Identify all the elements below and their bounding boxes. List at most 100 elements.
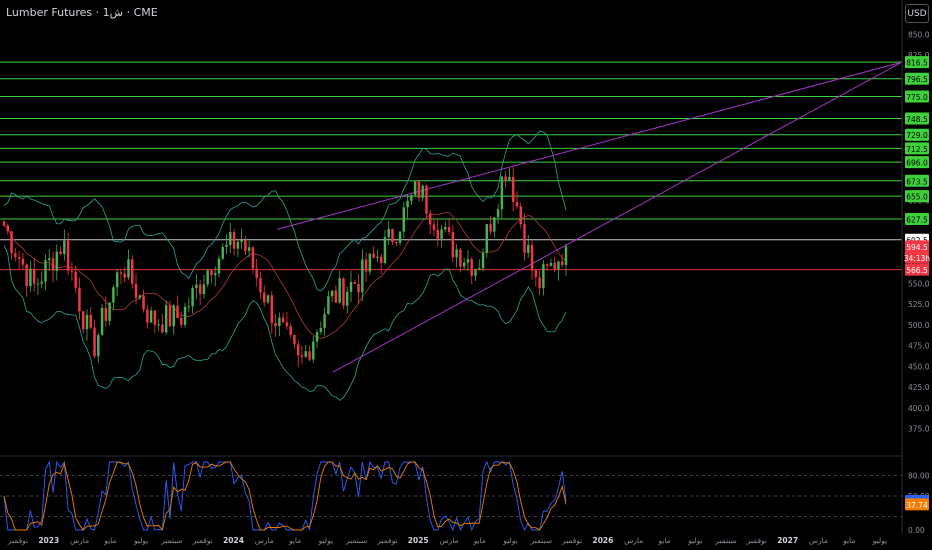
level-label-bg: [905, 212, 929, 225]
candle-body: [436, 230, 439, 239]
candle-body: [176, 305, 179, 318]
candle-body: [14, 253, 17, 258]
candle-body: [444, 227, 447, 230]
level-label: 627.5: [906, 215, 928, 224]
candle-body: [296, 344, 300, 356]
stoch-k-line: [3, 460, 567, 532]
candle-body: [466, 259, 470, 263]
candle-body: [138, 295, 142, 298]
candle-body: [338, 278, 341, 303]
level-label-bg: [905, 90, 929, 103]
candle-body: [32, 268, 36, 284]
candle-body: [108, 302, 111, 321]
candle-body: [168, 305, 172, 327]
time-label: نوفمبر: [192, 536, 213, 545]
candle-body: [229, 231, 232, 245]
candle-body: [493, 217, 496, 232]
time-label: مارس: [439, 536, 458, 545]
candle-body: [470, 259, 473, 276]
candle-body: [285, 322, 289, 327]
candle-body: [387, 228, 390, 238]
price-tick-label: 450.0: [908, 362, 930, 371]
level-label: 655.0: [906, 193, 928, 202]
candle-body: [104, 307, 108, 321]
candle-body: [134, 283, 138, 298]
price-tick-label: 375.0: [908, 425, 930, 434]
candle-body: [2, 221, 6, 226]
level-label-bg: [905, 142, 929, 155]
candle-body: [349, 282, 353, 292]
candle-body: [255, 268, 258, 278]
time-label: يوليو: [687, 536, 702, 545]
candle-body: [127, 259, 130, 278]
level-label: 816.5: [906, 59, 928, 68]
candle-body: [361, 259, 364, 293]
level-label-bg: [905, 112, 929, 125]
candle-body: [274, 322, 277, 326]
candle-body: [270, 295, 274, 323]
candle-body: [161, 324, 164, 333]
candle-body: [85, 314, 89, 330]
candle-body: [413, 181, 417, 196]
candle-body: [40, 281, 43, 284]
time-label: نوفمبر: [376, 536, 397, 545]
stoch-d-line: [3, 461, 567, 531]
candle-body: [553, 262, 556, 270]
candle-body: [379, 256, 383, 263]
candle-body: [6, 225, 9, 232]
stoch-d-label: 37.74: [906, 501, 928, 510]
chart-title: Lumber Futures · 1ش · CME: [6, 6, 158, 19]
candle-body: [195, 284, 198, 289]
countdown-label-bg: [905, 251, 929, 264]
candle-body: [421, 185, 424, 198]
candle-body: [319, 328, 323, 333]
price-tick-label: 550.0: [908, 279, 930, 288]
candle-body: [330, 290, 334, 297]
stoch-d-label-bg: [905, 498, 929, 511]
candle-body: [519, 206, 522, 225]
time-label: سبتمبر: [345, 536, 368, 545]
candle-body: [266, 295, 270, 303]
candle-body: [293, 334, 296, 345]
time-label: يوليو: [318, 536, 333, 545]
candle-body: [180, 317, 183, 325]
candle-body: [346, 291, 349, 306]
red-level-label: 566.5: [906, 266, 928, 275]
candle-body: [462, 262, 466, 267]
candle-body: [221, 246, 224, 259]
candle-body: [213, 273, 217, 276]
candle-body: [538, 277, 541, 289]
candle-body: [368, 253, 372, 272]
time-label: يوليو: [872, 536, 887, 545]
osc-tick-label: 0.00: [908, 526, 925, 535]
last-price-label: 594.5: [906, 243, 928, 252]
candle-body: [451, 232, 455, 258]
candle-body: [530, 245, 534, 271]
candle-body: [17, 257, 21, 259]
currency-button[interactable]: USD: [905, 4, 929, 23]
time-label: مارس: [809, 536, 828, 545]
candle-body: [149, 310, 153, 323]
candle-body: [97, 335, 100, 357]
candle-body: [564, 246, 568, 265]
countdown-label: 34:13h: [904, 254, 931, 263]
candle-body: [440, 229, 443, 239]
candle-body: [247, 247, 251, 251]
candle-body: [70, 270, 74, 272]
candle-body: [500, 176, 504, 210]
candle-body: [225, 244, 228, 247]
time-label: مايو: [473, 536, 486, 545]
candle-body: [523, 224, 526, 253]
level-label: 712.5: [906, 145, 928, 154]
candle-body: [115, 272, 119, 288]
last-price-label-bg: [905, 240, 929, 253]
level-label: 696.0: [906, 159, 928, 168]
candle-body: [304, 351, 307, 357]
candle-body: [545, 264, 549, 266]
candle-body: [36, 283, 40, 285]
price-tick-label: 850.0: [908, 30, 930, 39]
candle-body: [357, 283, 360, 293]
candle-body: [51, 258, 55, 271]
candle-body: [308, 351, 311, 360]
